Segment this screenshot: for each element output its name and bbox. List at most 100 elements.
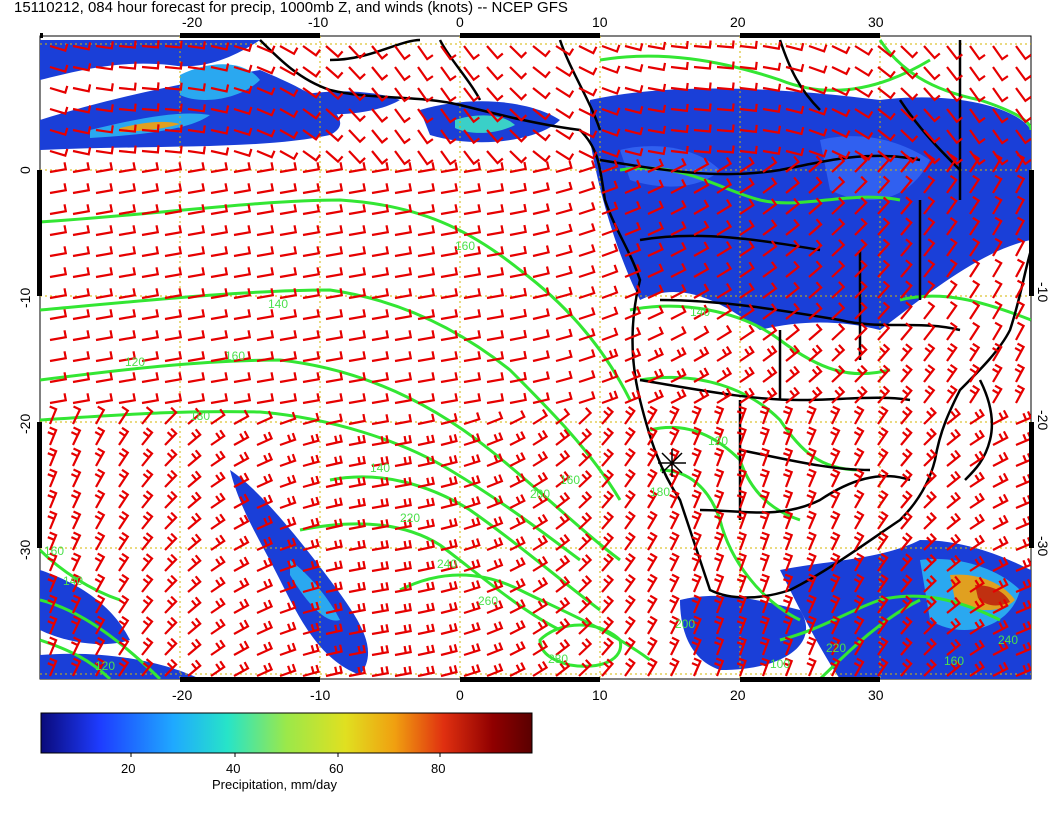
wind-barb [854, 280, 868, 299]
lat-tick-left: -30 [17, 540, 33, 560]
wind-barb [578, 391, 596, 405]
wind-barb [256, 107, 276, 117]
wind-barb [877, 594, 889, 614]
wind-barb [714, 615, 725, 635]
wind-barb [601, 616, 615, 635]
wind-barb [348, 602, 366, 615]
wind-barb [759, 468, 770, 488]
wind-barb [992, 577, 1009, 593]
wind-barb [486, 150, 504, 165]
wind-barb [578, 286, 596, 300]
wind-barb [762, 261, 778, 278]
wind-barb [785, 42, 805, 52]
wind-barb [785, 365, 801, 383]
wind-barb [946, 491, 962, 509]
wind-barb [923, 491, 937, 509]
wind-barb [371, 435, 390, 447]
wind-barb [1015, 66, 1031, 82]
wind-barb [736, 594, 747, 614]
wind-barb [739, 219, 755, 236]
wind-barb [371, 645, 390, 657]
wind-barb [854, 45, 874, 56]
wind-barb [647, 179, 664, 194]
wind-barb [187, 267, 206, 279]
wind-barb [601, 490, 615, 509]
wind-barb [118, 61, 137, 70]
wind-barb [601, 201, 619, 216]
wind-barb [783, 405, 794, 425]
wind-barb [233, 85, 253, 95]
wind-barb [624, 284, 642, 300]
wind-barb [486, 87, 504, 102]
wind-barb [624, 368, 642, 384]
wind-barb [486, 351, 505, 363]
wind-barb [47, 447, 58, 467]
wind-barb [95, 104, 114, 113]
wind-barb [647, 426, 658, 446]
wind-barb [900, 469, 913, 488]
wind-barb [256, 225, 275, 237]
wind-barb [578, 45, 598, 55]
wind-barb [47, 468, 58, 488]
wind-barb [141, 406, 154, 425]
wind-barb [923, 596, 937, 614]
wind-barb [279, 330, 298, 342]
wind-barb [141, 393, 160, 405]
wind-barb [302, 559, 320, 573]
wind-barb [509, 431, 526, 446]
wind-barb [164, 595, 178, 614]
wind-barb [95, 183, 114, 195]
wind-barb [555, 87, 575, 99]
wind-barb [233, 535, 250, 551]
wind-barb [900, 154, 913, 173]
wind-barb [578, 202, 596, 216]
wind-barb [532, 598, 549, 614]
wind-barb [714, 405, 725, 425]
wind-barb [187, 470, 202, 488]
wind-barb [601, 532, 615, 551]
wind-barb [118, 594, 130, 614]
wind-barb [486, 330, 505, 342]
wind-barb [759, 552, 770, 572]
wind-barb [279, 225, 298, 237]
wind-barb [854, 108, 874, 119]
wind-barb [70, 636, 82, 656]
wind-barb [49, 106, 69, 115]
wind-barb [141, 288, 160, 300]
wind-barb [969, 153, 981, 173]
wind-barb [72, 183, 91, 195]
wind-barb [853, 594, 865, 614]
wind-barb [578, 617, 593, 635]
wind-barb [463, 330, 482, 342]
wind-barb [624, 179, 642, 195]
wind-barb [785, 147, 805, 157]
wind-barb [256, 410, 274, 426]
wind-barb [691, 447, 702, 467]
wind-barb [164, 616, 178, 635]
wind-barb [969, 363, 981, 383]
wind-barb [992, 472, 1009, 488]
wind-barb [141, 511, 154, 530]
wind-barb [992, 279, 1003, 299]
wind-barb [877, 217, 891, 236]
wind-barb [624, 347, 642, 363]
wind-barb [624, 64, 644, 73]
wind-barb [624, 158, 642, 174]
wind-barb [440, 108, 457, 124]
wind-barb [256, 267, 275, 279]
wind-barb [739, 261, 755, 278]
wind-barb [900, 301, 913, 320]
wind-barb [302, 330, 321, 342]
longitude-labels-bottom: -20 -10 0 10 20 30 [172, 687, 884, 703]
wind-barb [714, 468, 725, 488]
wind-barb [72, 84, 92, 93]
wind-barb [164, 469, 178, 488]
wind-barb [532, 371, 550, 384]
wind-barb [969, 300, 981, 320]
wind-barb [49, 225, 68, 237]
wind-barb [624, 200, 642, 216]
wind-barb [72, 63, 92, 72]
wind-barb [164, 309, 183, 321]
wind-barb [555, 129, 575, 141]
wind-barb [302, 267, 321, 279]
